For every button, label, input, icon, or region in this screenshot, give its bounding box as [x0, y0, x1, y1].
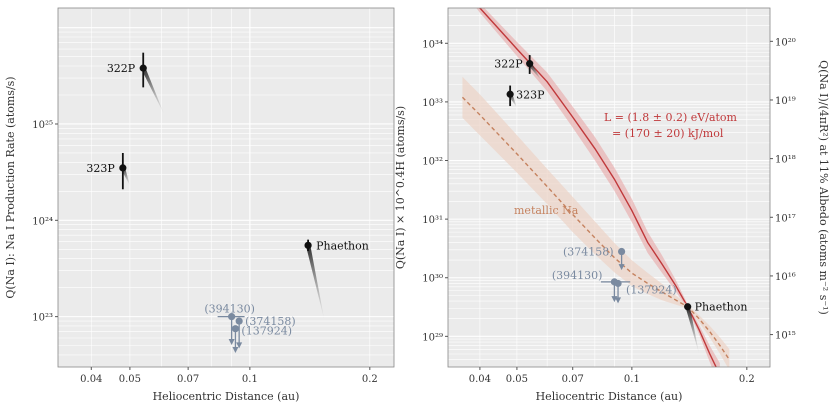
model-line-0	[479, 8, 717, 367]
limit-point-(374158)	[618, 247, 626, 256]
model-band-1	[462, 76, 730, 367]
x-tick-label: 0.07	[562, 374, 584, 385]
x-tick-label: 0.2	[739, 374, 755, 385]
point-323P	[119, 164, 127, 172]
x-axis-label: Heliocentric Distance (au)	[536, 390, 683, 403]
x-tick-label: 0.1	[624, 374, 640, 385]
right-panel: 0.04 0.05 0.07 0.1 0.2 10²⁹ 10³⁰ 10³¹ 10³² 10³³ 10…	[394, 7, 830, 403]
limit-label-(137924): (137924)	[626, 283, 677, 296]
y-tick-label: 10²³	[32, 313, 53, 324]
limit-label-(394130): (394130)	[204, 303, 255, 316]
limit-label-(137924): (137924)	[241, 325, 292, 338]
y-tick-label: 10³²	[422, 157, 443, 168]
x-tick-label: 0.05	[119, 374, 141, 385]
tail-322P	[141, 67, 165, 115]
x-tick-label: 0.1	[242, 374, 258, 385]
plot-background	[58, 8, 394, 367]
model-annotation-kJ: = (170 ± 20) kJ/mol	[612, 127, 724, 140]
y2-tick-label: 10¹⁷	[775, 213, 796, 224]
tail-Phaethon	[685, 306, 700, 354]
limit-point-(137924)	[614, 279, 622, 288]
points	[119, 52, 325, 322]
point-label-Phaethon: Phaethon	[316, 239, 369, 252]
left-panel: 0.04 0.05 0.07 0.1 0.2 10²³ 10²⁴ 10²⁵ Heliocentr…	[4, 7, 395, 403]
plot-frame	[447, 7, 771, 368]
limit-label-(374158): (374158)	[563, 246, 614, 259]
point-322P	[526, 60, 534, 68]
y-axis-label: Q(Na I): Na I Production Rate (atoms/s)	[4, 76, 17, 298]
limit-arrowhead-(137924)	[615, 297, 622, 304]
point-Phaethon	[684, 303, 692, 311]
x-tick-label: 0.05	[506, 374, 528, 385]
x-tick-label: 0.2	[362, 374, 378, 385]
y-tick-label: 10³¹	[422, 215, 443, 226]
point-label-322P: 322P	[107, 62, 136, 75]
points	[506, 55, 700, 354]
point-label-Phaethon: Phaethon	[695, 301, 748, 314]
y-tick-label: 10³⁴	[422, 39, 443, 50]
x-tick-label: 0.07	[177, 374, 199, 385]
y-tick-label: 10²⁵	[32, 120, 53, 131]
limit-point-(137924)	[231, 325, 240, 333]
y2-tick-label: 10¹⁸	[775, 155, 796, 166]
x-axis-label: Heliocentric Distance (au)	[153, 390, 300, 403]
plot-frame	[57, 7, 395, 368]
limit-arrowhead-(374158)	[618, 264, 625, 271]
upper-limits	[600, 247, 631, 304]
y2-axis-label: Q(Na I)/(4πR²) at 11% Albedo (atoms m⁻² …	[817, 60, 830, 315]
model-annotation-metallic: metallic Na	[514, 204, 579, 217]
limit-point-(394130)	[228, 313, 236, 321]
y-tick-label: 10³⁰	[422, 274, 443, 285]
point-label-322P: 322P	[494, 58, 523, 71]
y2-tick-label: 10¹⁶	[775, 272, 796, 283]
limit-label-(374158): (374158)	[245, 315, 296, 328]
limit-label-(394130): (394130)	[552, 269, 603, 282]
x-tick-label: 0.04	[80, 374, 102, 385]
limit-arrowhead-(374158)	[236, 342, 243, 349]
limit-arrowhead-(394130)	[228, 338, 235, 345]
y-axis-label: Q(Na I) × 10^0.4H (atoms/s)	[394, 106, 407, 269]
tail-322P	[527, 62, 542, 81]
limit-arrowhead-(137924)	[232, 346, 239, 353]
plot-background	[448, 8, 770, 367]
point-label-323P: 323P	[86, 162, 115, 175]
y2-tick-label: 10¹⁹	[775, 96, 796, 107]
y-tick-label: 10³³	[422, 98, 443, 109]
y2-tick-label: 10²⁰	[775, 37, 796, 48]
model-line-1	[461, 96, 730, 361]
model-curves	[461, 8, 730, 367]
y-tick-label: 10²⁴	[32, 216, 53, 227]
limit-point-(374158)	[235, 317, 243, 325]
point-323P	[506, 90, 514, 98]
tail-Phaethon	[305, 244, 325, 322]
model-annotation-L: L = (1.8 ± 0.2) eV/atom	[604, 111, 738, 124]
upper-limits	[217, 313, 245, 353]
y2-tick-label: 10¹⁵	[775, 331, 796, 342]
point-Phaethon	[304, 241, 312, 249]
point-label-323P: 323P	[516, 88, 545, 101]
point-322P	[139, 64, 147, 72]
y-tick-label: 10²⁹	[422, 332, 443, 343]
x-tick-label: 0.04	[469, 374, 491, 385]
